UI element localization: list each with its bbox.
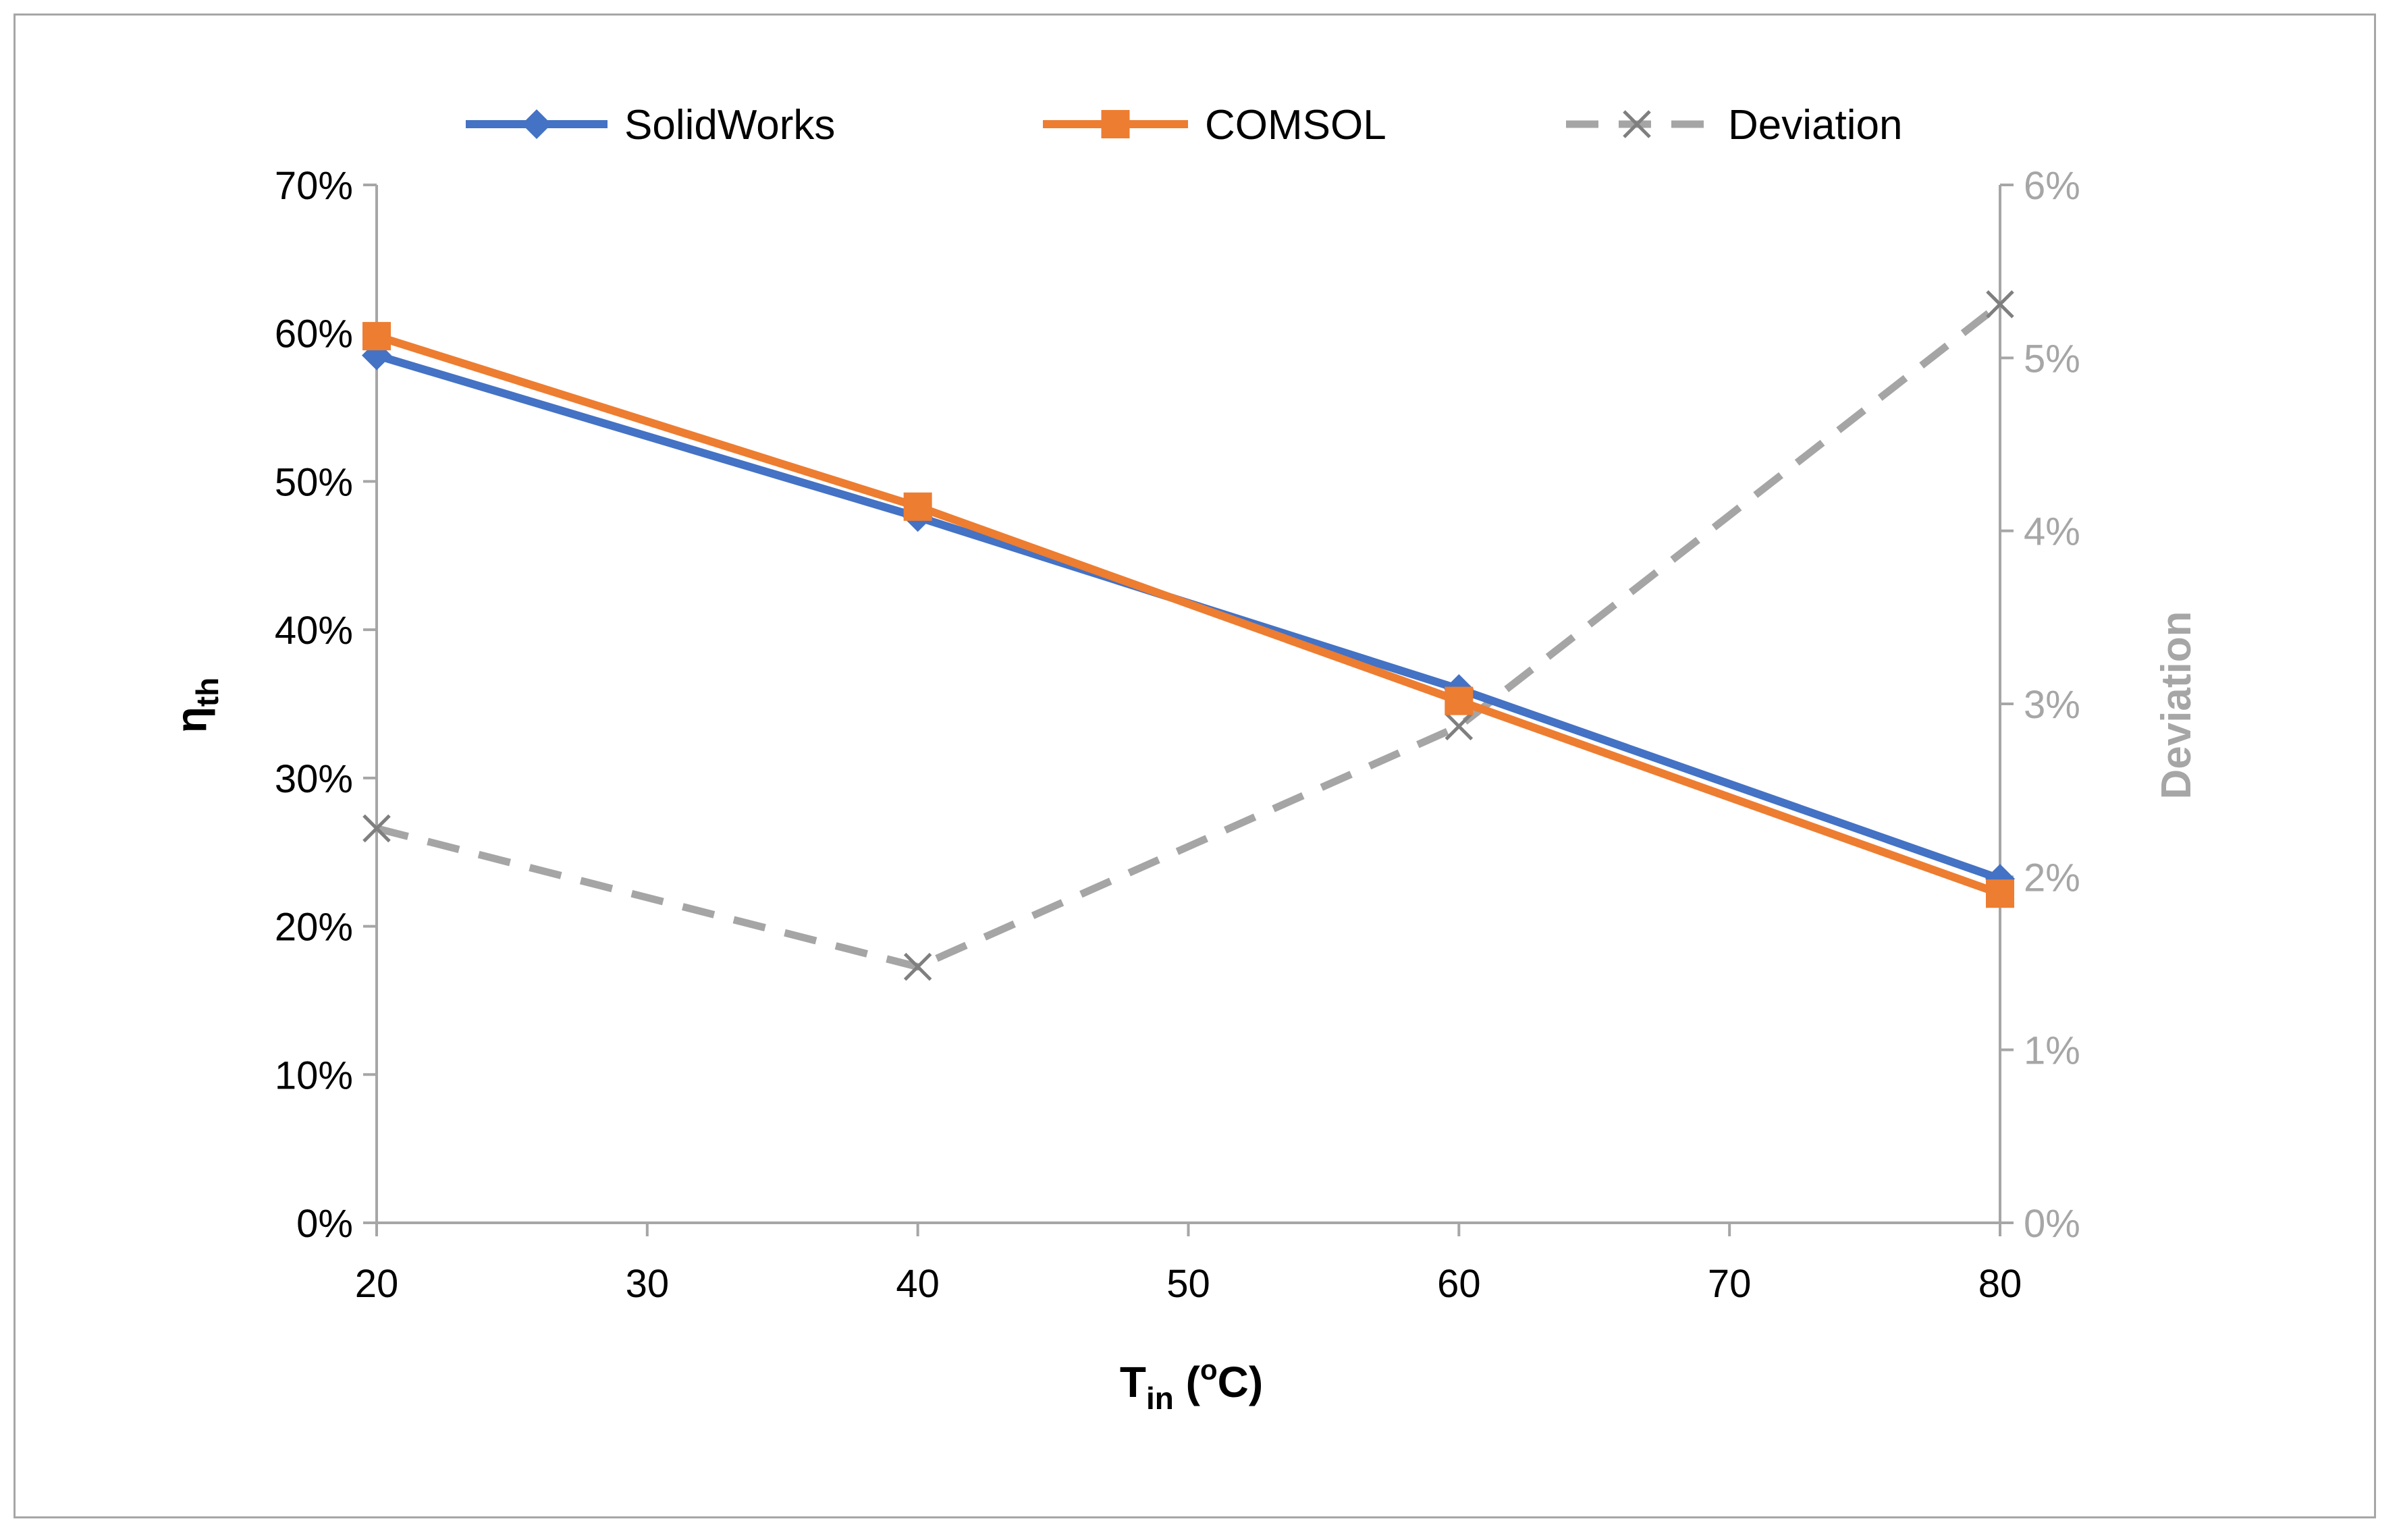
x-tick-label: 60 xyxy=(1437,1262,1481,1306)
legend-marker-deviation xyxy=(1623,110,1651,138)
series-comsol xyxy=(362,322,2014,908)
y-axis-right-title: Deviation xyxy=(2153,611,2200,799)
y-left-tick-label: 10% xyxy=(275,1053,353,1097)
x-axis-title: Tin (oC) xyxy=(1120,1354,1263,1416)
data-point-deviation xyxy=(903,952,932,981)
data-point-comsol xyxy=(1986,879,2014,908)
y-left-tick-label: 0% xyxy=(296,1202,353,1246)
chart-frame xyxy=(14,13,2376,1518)
legend-entry-deviation: Deviation xyxy=(1566,102,1902,148)
series-line-deviation xyxy=(375,301,2003,971)
legend-label-solidworks: SolidWorks xyxy=(624,102,835,148)
legend-entry-solidworks: SolidWorks xyxy=(466,102,835,148)
data-point-deviation xyxy=(362,814,391,843)
y-right-tick-label: 0% xyxy=(2024,1202,2080,1246)
y-right-tick-label: 4% xyxy=(2024,510,2080,554)
legend: SolidWorks COMSOL Deviation xyxy=(466,102,1902,148)
data-point-comsol xyxy=(1445,686,1474,715)
x-tick-label: 80 xyxy=(1978,1262,2022,1306)
data-point-deviation xyxy=(1445,712,1474,741)
x-tick-label: 50 xyxy=(1166,1262,1210,1306)
x-tick-label: 70 xyxy=(1708,1262,1752,1306)
data-point-comsol xyxy=(362,322,391,351)
x-tick-label: 40 xyxy=(896,1262,940,1306)
y-left-tick-label: 60% xyxy=(275,312,353,356)
legend-entry-comsol: COMSOL xyxy=(1043,102,1386,148)
y-left-tick-label: 50% xyxy=(275,460,353,504)
y-left-tick-label: 20% xyxy=(275,906,353,950)
y-right-tick-label: 6% xyxy=(2024,164,2080,208)
series-line-comsol xyxy=(375,332,2002,898)
y-right-tick-label: 3% xyxy=(2024,683,2080,727)
y-right-tick-label: 2% xyxy=(2024,856,2080,900)
x-tick-label: 30 xyxy=(626,1262,670,1306)
series-deviation xyxy=(362,290,2014,981)
series-layer xyxy=(362,290,2015,981)
legend-marker-solidworks xyxy=(522,109,551,139)
legend-label-comsol: COMSOL xyxy=(1205,102,1386,148)
data-point-comsol xyxy=(903,492,932,521)
x-tick-label: 20 xyxy=(355,1262,399,1306)
data-point-deviation xyxy=(1986,290,2014,319)
y-right-tick-label: 5% xyxy=(2024,337,2080,381)
axes: 0% 10% 20% 30% 40% 50% 60% 70% 0% 1% 2% 3% 4% 5% 6% 20 3… xyxy=(275,164,2080,1306)
series-line-solidworks xyxy=(375,351,2001,883)
legend-marker-comsol xyxy=(1101,110,1130,138)
legend-label-deviation: Deviation xyxy=(1728,102,1902,148)
y-left-tick-label: 70% xyxy=(275,164,353,208)
y-left-tick-label: 30% xyxy=(275,757,353,801)
y-left-tick-label: 40% xyxy=(275,609,353,653)
y-right-tick-label: 1% xyxy=(2024,1029,2080,1073)
y-axis-left-title: ηth xyxy=(167,678,225,734)
